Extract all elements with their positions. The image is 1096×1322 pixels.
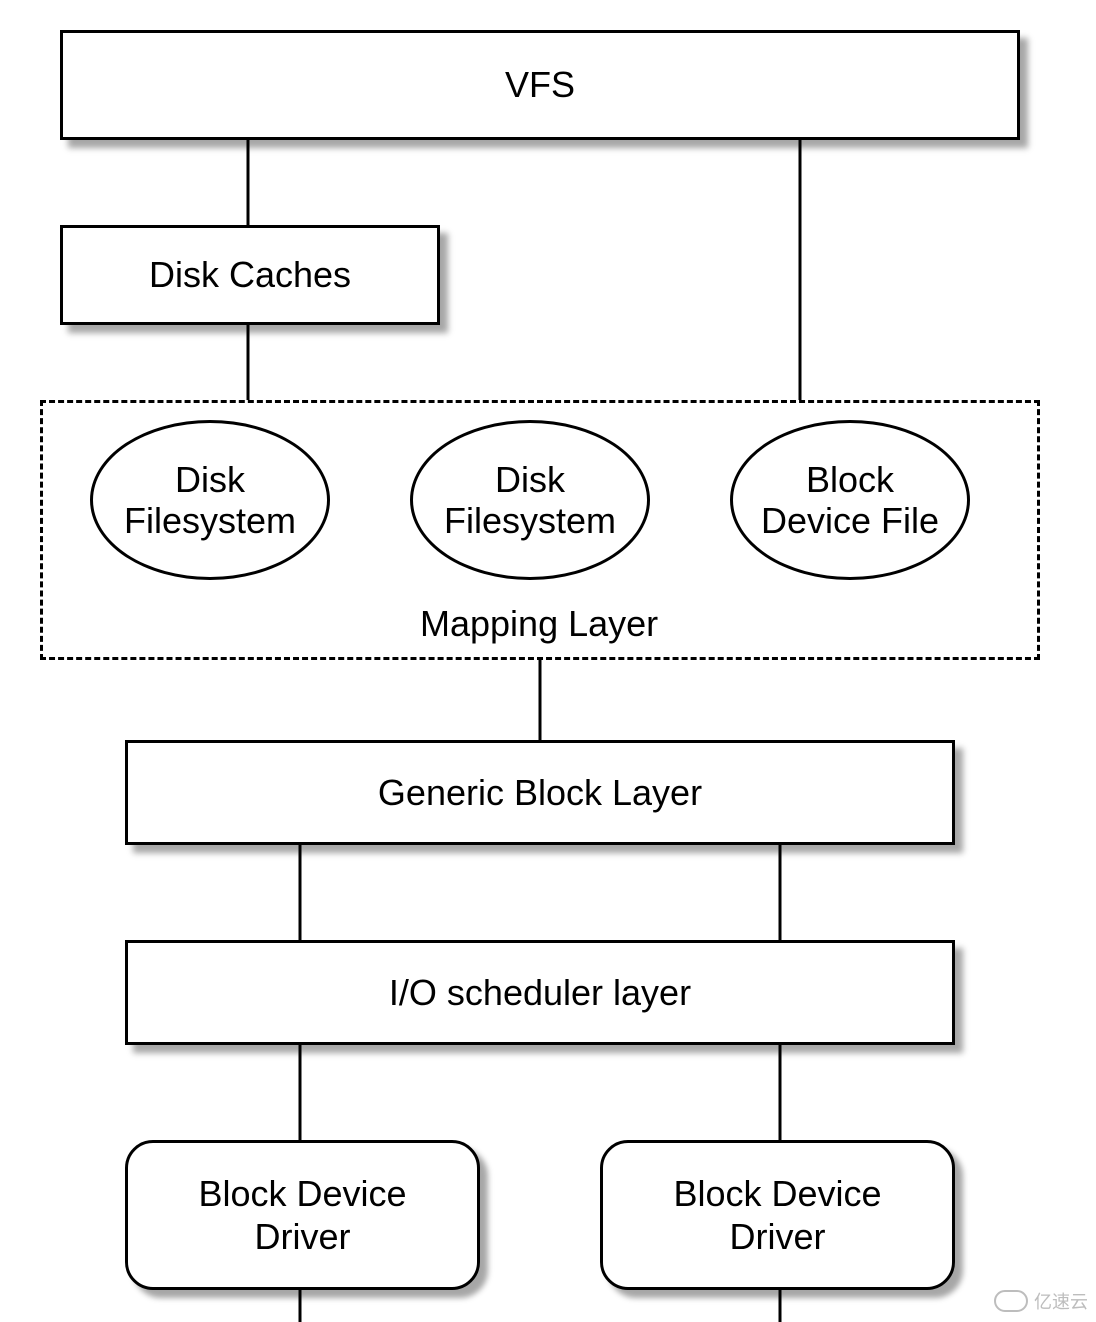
connector-lines [0,0,1096,1322]
block-device-file: Block Device File [730,420,970,580]
generic-block-layer-box: Generic Block Layer [125,740,955,845]
io-scheduler-layer-box: I/O scheduler layer [125,940,955,1045]
disk-filesystem-2-label: Disk Filesystem [444,459,616,542]
disk-filesystem-1: Disk Filesystem [90,420,330,580]
disk-filesystem-2: Disk Filesystem [410,420,650,580]
block-io-diagram: VFS Disk Caches Disk Filesystem Disk Fil… [0,0,1096,1322]
mapping-layer-label: Mapping Layer [420,603,658,645]
disk-caches-label: Disk Caches [149,253,351,296]
vfs-box: VFS [60,30,1020,140]
block-device-driver-1: Block Device Driver [125,1140,480,1290]
generic-block-layer-label: Generic Block Layer [378,771,702,814]
block-device-driver-2: Block Device Driver [600,1140,955,1290]
block-device-file-label: Block Device File [761,459,939,542]
disk-caches-box: Disk Caches [60,225,440,325]
watermark-text: 亿速云 [1034,1288,1088,1314]
cloud-icon [994,1290,1028,1312]
watermark: 亿速云 [994,1288,1088,1314]
disk-filesystem-1-label: Disk Filesystem [124,459,296,542]
block-device-driver-2-label: Block Device Driver [673,1172,881,1258]
block-device-driver-1-label: Block Device Driver [198,1172,406,1258]
vfs-label: VFS [505,63,575,106]
io-scheduler-layer-label: I/O scheduler layer [389,971,691,1014]
